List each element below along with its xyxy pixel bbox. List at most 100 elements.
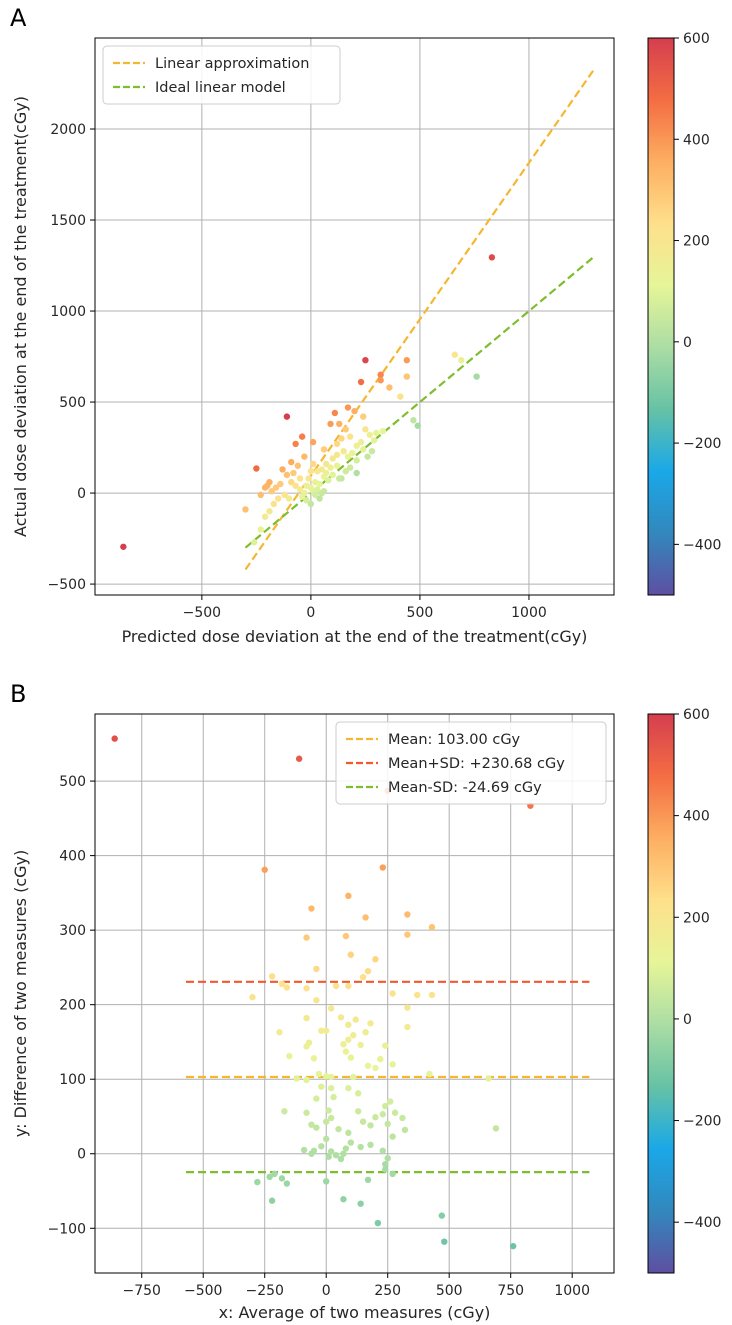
- panel-b-data-point: [283, 984, 291, 991]
- panel-b-data-point: [389, 990, 396, 997]
- panel-b-y-tick-label: 100: [59, 1072, 86, 1088]
- panel-b-data-point: [303, 1109, 310, 1116]
- panel-b-x-axis-label: x: Average of two measures (cGy): [219, 1303, 491, 1322]
- panel-b-data-point: [428, 923, 436, 931]
- panel-a-legend-label: Linear approximation: [155, 56, 309, 72]
- panel-a-data-point: [329, 471, 336, 479]
- panel-a-data-point: [344, 404, 352, 411]
- panel-a-y-tick-label: −500: [48, 577, 86, 593]
- panel-a-colorbar-tick-label: −200: [683, 436, 721, 452]
- panel-b-data-point: [362, 914, 369, 921]
- panel-b-data-point: [357, 1041, 364, 1049]
- panel-b-data-point: [379, 864, 386, 871]
- panel-a-x-tick-label: 500: [407, 605, 434, 621]
- panel-b-colorbar-tick-label: 400: [683, 809, 710, 825]
- panel-b-colorbar-tick-label: 0: [683, 1012, 692, 1028]
- panel-b-data-point: [350, 1032, 357, 1039]
- panel-b-data-point: [382, 1102, 389, 1110]
- panel-b-data-point: [327, 1148, 335, 1155]
- panel-a-data-point: [298, 493, 306, 500]
- panel-a-colorbar-tick-label: 0: [683, 335, 692, 351]
- panel-b-legend-label: Mean+SD: +230.68 cGy: [388, 756, 565, 772]
- panel-a-data-point: [292, 440, 299, 448]
- panel-b-x-tick-label: −250: [245, 1283, 283, 1299]
- panel-b-data-point: [359, 1118, 367, 1125]
- panel-a-data-point: [377, 371, 384, 378]
- panel-b-data-point: [340, 1040, 347, 1048]
- panel-b-colorbar-tick-label: −200: [683, 1114, 721, 1130]
- panel-a-colorbar: −400 −200 0 200 400 600: [647, 31, 721, 596]
- panel-a-data-point: [351, 407, 358, 415]
- panel-a-x-tick-label: −500: [183, 605, 221, 621]
- panel-b-data-point: [313, 997, 320, 1004]
- panel-a-legend: Linear approximation Ideal linear model: [102, 45, 341, 105]
- panel-b-data-point: [327, 1005, 335, 1012]
- panel-b-data-point: [382, 1166, 389, 1173]
- panel-a-data-point: [242, 506, 249, 513]
- panel-b-data-point: [283, 1180, 291, 1187]
- panel-a-data-point: [312, 491, 319, 499]
- panel-b-data-point: [391, 1109, 399, 1116]
- panel-a-data-point: [373, 429, 380, 437]
- panel-b-data-point: [345, 1084, 352, 1092]
- panel-b-data-point: [278, 980, 286, 988]
- panel-b-data-point: [337, 1155, 345, 1163]
- panel-b-points: [111, 735, 534, 1250]
- panel-a-data-point: [451, 351, 459, 358]
- panel-a-data-point: [360, 446, 367, 453]
- panel-a-data-point: [325, 477, 332, 484]
- panel-b-lines: [186, 980, 590, 1174]
- panel-a-data-point: [366, 431, 373, 439]
- panel-a-grid: [95, 38, 614, 595]
- panel-a-data-point: [314, 486, 321, 493]
- panel-a-data-point: [281, 491, 288, 499]
- panel-a-legend-label: Ideal linear model: [155, 80, 286, 96]
- panel-b-data-point: [367, 1141, 374, 1149]
- panel-a-x-tick-label: 0: [306, 605, 315, 621]
- panel-b-data-point: [337, 1014, 345, 1021]
- panel-a-data-point: [353, 457, 360, 464]
- panel-a-data-point: [360, 413, 367, 420]
- panel-a-colorbar-tick-label: −400: [683, 537, 721, 553]
- panel-b-legend-label: Mean-SD: -24.69 cGy: [388, 780, 542, 796]
- panel-b-data-point: [372, 956, 379, 963]
- panel-a-data-point: [403, 356, 411, 364]
- panel-b-data-point: [386, 1098, 394, 1105]
- panel-b-colorbar-tick-label: 600: [683, 707, 710, 723]
- panel-a-data-point: [298, 433, 306, 440]
- panel-a-data-point: [288, 458, 295, 466]
- panel-a-data-point: [342, 426, 349, 433]
- panel-b-y-tick-label: 400: [59, 849, 86, 865]
- panel-a-x-tick-label: 1000: [511, 605, 547, 621]
- panel-b-data-point: [325, 1153, 332, 1160]
- panel-a-data-point: [368, 447, 376, 455]
- panel-b-data-point: [509, 1242, 517, 1250]
- panel-b-data-point: [340, 1196, 347, 1203]
- panel-a-data-point: [301, 453, 308, 460]
- panel-a-colorbar-tick-label: 600: [683, 31, 710, 47]
- panel-b-data-point: [389, 1061, 396, 1068]
- panel-b-data-point: [362, 1029, 369, 1036]
- panel-b-data-point: [249, 994, 256, 1001]
- panel-a-y-axis-label: Actual dose deviation at the end of the …: [11, 96, 30, 537]
- panel-b-x-tick-label: 250: [374, 1283, 401, 1299]
- panel-b-colorbar: −400 −200 0 200 400 600: [647, 707, 721, 1274]
- panel-a-data-point: [307, 468, 315, 475]
- panel-a-data-point: [379, 427, 387, 435]
- panel-a-data-point: [285, 495, 293, 502]
- panel-a-data-point: [268, 488, 275, 495]
- panel-b-data-point: [441, 1238, 448, 1245]
- panel-b-data-point: [323, 1135, 330, 1143]
- panel-b-data-point: [404, 1004, 411, 1011]
- panel-a-data-point: [283, 471, 291, 479]
- panel-b-data-point: [325, 1107, 332, 1114]
- panel-b-data-point: [323, 1118, 330, 1125]
- panel-b-letter: B: [10, 680, 26, 708]
- panel-b-data-point: [357, 1143, 364, 1151]
- panel-b-data-point: [404, 1023, 411, 1031]
- panel-b-data-point: [111, 735, 118, 742]
- panel-b-data-point: [382, 1042, 389, 1049]
- panel-a-data-point: [303, 497, 310, 504]
- panel-a-data-point: [320, 446, 328, 453]
